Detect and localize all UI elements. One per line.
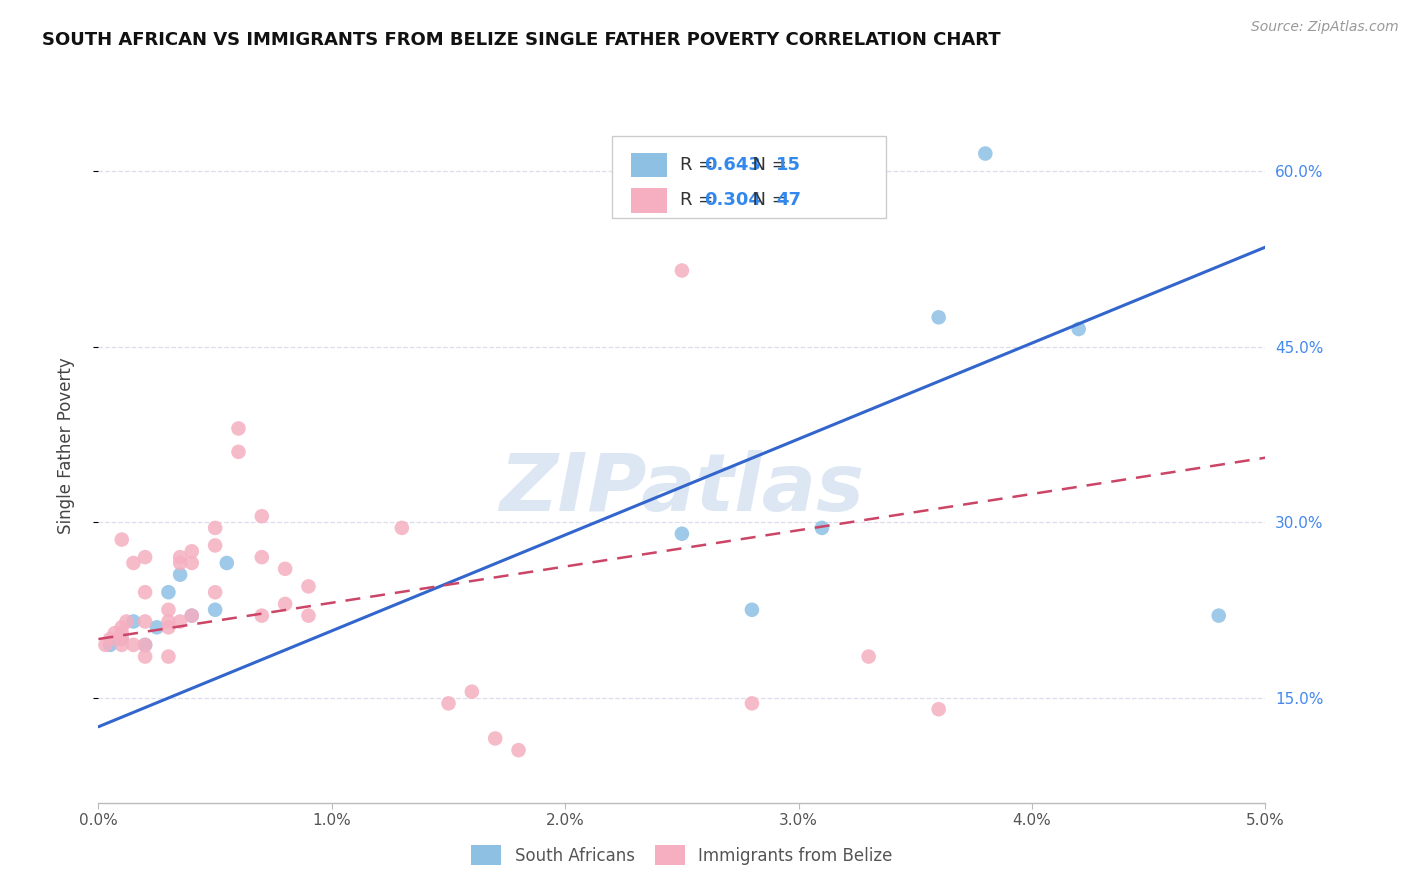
Point [98, 632, 121, 646]
Point [157, 585, 180, 599]
Point [928, 702, 950, 716]
Point [169, 556, 191, 570]
Point [250, 550, 273, 565]
Point [169, 567, 191, 582]
Point [98, 638, 121, 652]
Point [204, 585, 226, 599]
Point [111, 626, 134, 640]
Text: R =: R = [681, 192, 720, 210]
Point [122, 638, 145, 652]
Point [157, 620, 180, 634]
Text: 47: 47 [776, 192, 801, 210]
Point [122, 556, 145, 570]
Point [104, 626, 127, 640]
Point [157, 615, 180, 629]
Point [134, 585, 156, 599]
Point [671, 263, 693, 277]
Point [204, 538, 226, 552]
Point [461, 684, 484, 698]
Point [1208, 608, 1230, 623]
Point [111, 632, 134, 646]
Point [111, 620, 134, 634]
Point [134, 649, 156, 664]
Text: 0.643: 0.643 [704, 156, 761, 174]
Point [180, 544, 202, 558]
Point [134, 638, 156, 652]
Point [111, 638, 134, 652]
Point [741, 697, 763, 711]
Point [741, 603, 763, 617]
Point [391, 521, 413, 535]
Point [250, 608, 273, 623]
Point [180, 608, 202, 623]
Text: N =: N = [741, 192, 793, 210]
Text: 0.304: 0.304 [704, 192, 761, 210]
Point [811, 521, 834, 535]
Point [204, 521, 226, 535]
Text: Source: ZipAtlas.com: Source: ZipAtlas.com [1251, 20, 1399, 34]
Point [111, 533, 134, 547]
Point [274, 562, 297, 576]
Point [274, 597, 297, 611]
Point [157, 603, 180, 617]
Point [157, 649, 180, 664]
Point [437, 697, 460, 711]
Point [250, 509, 273, 524]
Point [928, 310, 950, 325]
Point [215, 556, 238, 570]
Text: ZIPatlas: ZIPatlas [499, 450, 865, 528]
Point [858, 649, 880, 664]
Point [134, 550, 156, 565]
Legend: South Africans, Immigrants from Belize: South Africans, Immigrants from Belize [463, 837, 901, 873]
Point [122, 615, 145, 629]
Point [180, 556, 202, 570]
Text: N =: N = [741, 156, 793, 174]
Point [204, 603, 226, 617]
Text: SOUTH AFRICAN VS IMMIGRANTS FROM BELIZE SINGLE FATHER POVERTY CORRELATION CHART: SOUTH AFRICAN VS IMMIGRANTS FROM BELIZE … [42, 31, 1001, 49]
Y-axis label: Single Father Poverty: Single Father Poverty [56, 358, 75, 534]
Point [297, 608, 319, 623]
Point [134, 615, 156, 629]
Point [94, 638, 117, 652]
Point [115, 615, 138, 629]
Point [111, 632, 134, 646]
Point [146, 620, 169, 634]
Text: 15: 15 [776, 156, 801, 174]
Text: R =: R = [681, 156, 720, 174]
Point [484, 731, 506, 746]
Point [1067, 322, 1090, 336]
Point [508, 743, 530, 757]
Point [974, 146, 997, 161]
Point [297, 579, 319, 593]
Point [228, 445, 250, 459]
Point [134, 638, 156, 652]
Point [228, 421, 250, 435]
Point [169, 550, 191, 565]
Point [180, 608, 202, 623]
Point [671, 526, 693, 541]
Point [169, 615, 191, 629]
